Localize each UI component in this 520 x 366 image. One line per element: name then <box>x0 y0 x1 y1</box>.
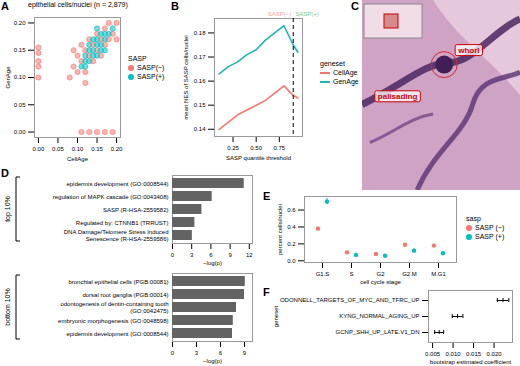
svg-text:G2.M: G2.M <box>402 271 417 277</box>
html-text:sasp: sasp <box>466 215 481 222</box>
svg-text:0.00: 0.00 <box>33 146 45 152</box>
svg-text:embryonic morphogenesis (GO:00: embryonic morphogenesis (GO:0048598) <box>58 318 168 324</box>
svg-text:SASP (R-HSA-2559582): SASP (R-HSA-2559582) <box>103 207 169 213</box>
svg-text:ODONNELL_TARGETS_OF_MYC_AND_TF: ODONNELL_TARGETS_OF_MYC_AND_TFRC_UP <box>280 297 420 303</box>
svg-text:S: S <box>349 271 353 277</box>
svg-text:SASP(−): SASP(−) <box>268 11 292 17</box>
svg-text:GenAge: GenAge <box>5 66 11 89</box>
svg-text:epidermis development (GO:0008: epidermis development (GO:0008544) <box>66 331 168 337</box>
svg-text:CellAge: CellAge <box>67 156 89 162</box>
svg-text:0.6: 0.6 <box>287 207 296 213</box>
svg-text:0.020: 0.020 <box>487 351 503 357</box>
html-text:C: C <box>351 0 359 12</box>
svg-text:9: 9 <box>243 350 247 356</box>
svg-text:Regulated by: CTNNB1 (TRRUST): Regulated by: CTNNB1 (TRRUST) <box>76 220 169 226</box>
html-text:CellAge: CellAge <box>333 69 358 76</box>
svg-text:0.14: 0.14 <box>194 126 206 132</box>
svg-text:0.010: 0.010 <box>446 351 462 357</box>
svg-text:0.15: 0.15 <box>194 102 206 108</box>
svg-text:0: 0 <box>171 350 175 356</box>
html-text:B: B <box>171 0 179 12</box>
svg-text:0.10: 0.10 <box>72 146 84 152</box>
svg-text:DNA Damage/Telomere Stress Ind: DNA Damage/Telomere Stress InducedSenesc… <box>64 229 169 242</box>
svg-text:0.25: 0.25 <box>227 145 239 151</box>
svg-text:0.015: 0.015 <box>466 351 482 357</box>
html-text:A: A <box>1 0 9 12</box>
svg-text:0.17: 0.17 <box>194 54 206 60</box>
html-text:SASP(−): SASP(−) <box>137 64 165 71</box>
svg-text:whorl: whorl <box>457 46 479 55</box>
svg-text:0.05: 0.05 <box>14 102 26 108</box>
svg-text:odontogenesis of dentin-contai: odontogenesis of dentin-containing tooth… <box>60 301 168 314</box>
svg-text:0.75: 0.75 <box>273 145 285 151</box>
html-text:geneset: geneset <box>320 60 345 67</box>
svg-text:0.20: 0.20 <box>14 20 26 26</box>
html-text:SASP: SASP <box>128 55 147 62</box>
html-text:E: E <box>263 190 271 202</box>
html-text:GenAge: GenAge <box>333 78 359 85</box>
svg-text:−log(p): −log(p) <box>203 260 222 266</box>
svg-text:12: 12 <box>246 252 253 258</box>
svg-text:regulation of MAPK cascade (GO: regulation of MAPK cascade (GO:0043408) <box>53 194 169 200</box>
svg-text:0.20: 0.20 <box>111 146 123 152</box>
svg-text:GCNP_SHH_UP_LATE.V1_DN: GCNP_SHH_UP_LATE.V1_DN <box>336 329 420 335</box>
svg-text:0.15: 0.15 <box>14 47 26 53</box>
html-text:SASP (+): SASP (+) <box>475 233 505 240</box>
svg-text:0: 0 <box>171 252 175 258</box>
svg-text:geneset: geneset <box>273 305 279 327</box>
svg-text:0.16: 0.16 <box>194 78 206 84</box>
svg-text:0.0: 0.0 <box>287 258 296 264</box>
svg-text:6: 6 <box>209 252 213 258</box>
svg-text:cell cycle stage: cell cycle stage <box>360 279 401 285</box>
svg-text:bottom 10%: bottom 10% <box>4 288 11 325</box>
html-text:SASP (−): SASP (−) <box>475 224 505 231</box>
svg-text:SASP quantile threshold: SASP quantile threshold <box>226 155 291 161</box>
svg-text:G2: G2 <box>376 271 385 277</box>
svg-text:0.10: 0.10 <box>14 74 26 80</box>
html-text:epithelial cells/nuclei (n = 2: epithelial cells/nuclei (n = 2,879) <box>28 1 128 8</box>
svg-text:0.18: 0.18 <box>194 30 206 36</box>
svg-text:top 10%: top 10% <box>4 196 12 222</box>
svg-text:0.4: 0.4 <box>287 224 296 230</box>
svg-text:0.05: 0.05 <box>52 146 64 152</box>
svg-text:dorsal root ganglia (PGB:00014: dorsal root ganglia (PGB:00014) <box>82 292 168 298</box>
html-text:D: D <box>1 167 9 179</box>
svg-text:3: 3 <box>190 252 194 258</box>
html-text:F: F <box>263 286 270 298</box>
svg-text:0.2: 0.2 <box>287 241 296 247</box>
svg-text:epidermis development (GO:0008: epidermis development (GO:0008544) <box>66 181 168 187</box>
svg-text:0.50: 0.50 <box>250 145 262 151</box>
svg-text:3: 3 <box>195 350 199 356</box>
svg-text:bronchial epithelial cells (PG: bronchial epithelial cells (PGB:00081) <box>68 279 168 285</box>
svg-text:0.15: 0.15 <box>91 146 103 152</box>
svg-text:9: 9 <box>228 252 232 258</box>
svg-text:KYNG_NORMAL_AGING_UP: KYNG_NORMAL_AGING_UP <box>339 313 419 319</box>
svg-text:SASP(+): SASP(+) <box>295 11 319 17</box>
svg-text:M.G1: M.G1 <box>431 271 446 277</box>
svg-text:palisading: palisading <box>378 92 418 101</box>
svg-text:bootstrap estimated coefficien: bootstrap estimated coefficient <box>430 359 512 365</box>
html-text:SASP(+): SASP(+) <box>137 73 165 80</box>
svg-text:percent cells/nuclei: percent cells/nuclei <box>277 204 283 255</box>
svg-text:0.005: 0.005 <box>425 351 441 357</box>
svg-text:mean NES of SASP cells/nuclei: mean NES of SASP cells/nuclei <box>183 35 189 119</box>
svg-text:0.00: 0.00 <box>14 129 26 135</box>
svg-text:−log(p): −log(p) <box>203 358 222 364</box>
svg-text:6: 6 <box>219 350 223 356</box>
svg-text:G1.S: G1.S <box>316 271 330 277</box>
